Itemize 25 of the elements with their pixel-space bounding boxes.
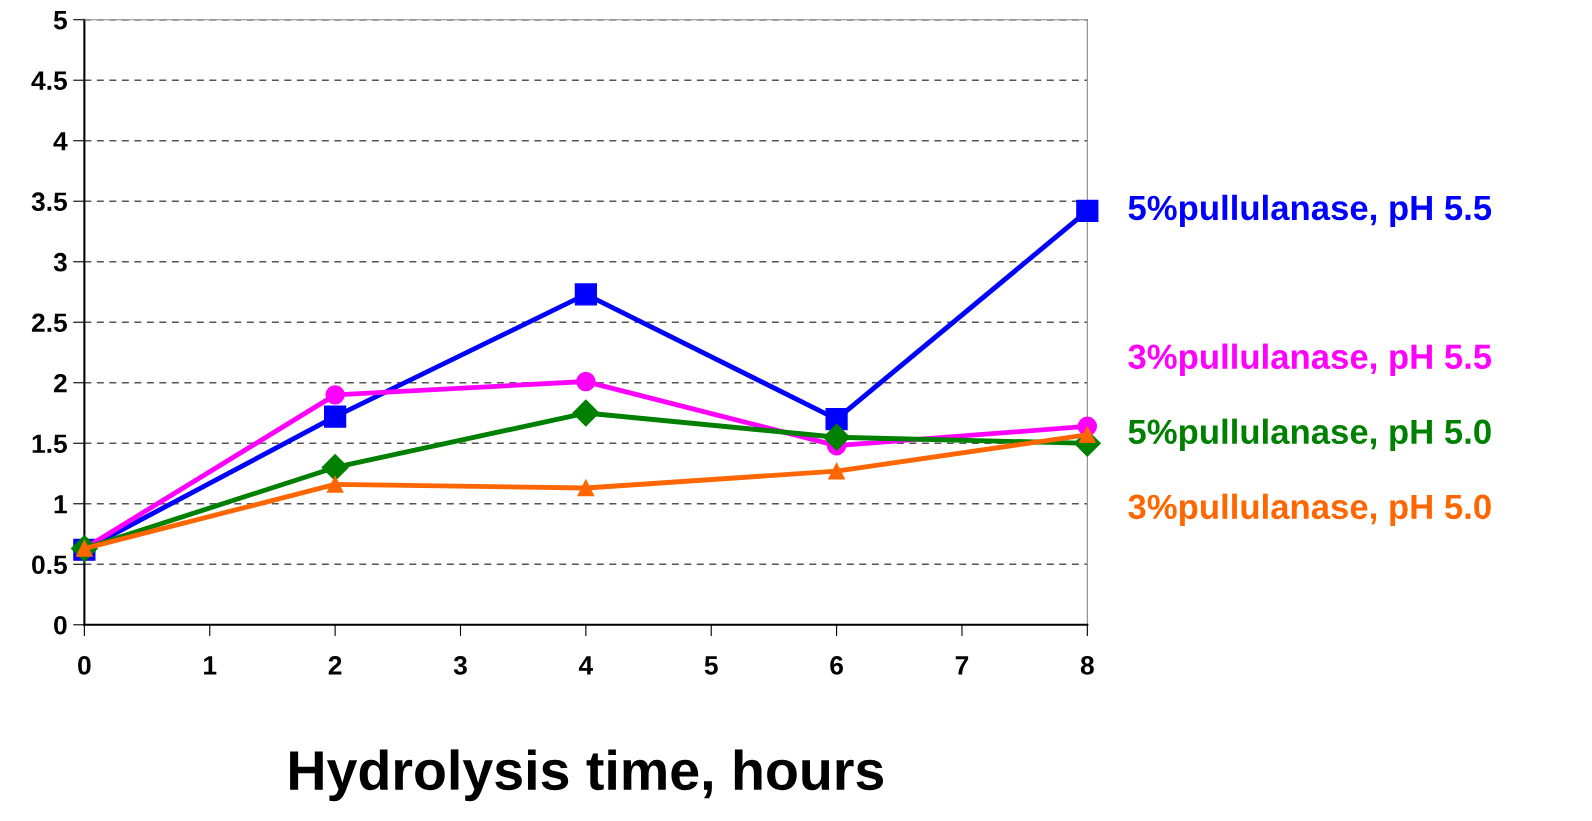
x-tick-label: 6 [830,656,843,675]
x-tick-label: 5 [704,656,718,675]
y-tick-label: 4 [53,132,68,151]
x-tick-label: 2 [328,656,342,675]
y-tick-label: 4.5 [31,71,67,91]
x-tick-label: 0 [78,656,91,675]
y-tick-label: 3.5 [31,192,67,212]
x-axis-title: Hydrolysis time, hours [290,749,884,802]
series-label: 5%pullulanase, pH 5.0 [1128,418,1491,451]
series-label: 3%pullulanase, pH 5.0 [1128,493,1491,526]
y-tick-label: 2 [53,373,67,393]
x-tick-label: 4 [578,656,594,675]
y-tick-label: 2.5 [31,313,67,333]
y-tick-label: 3 [53,252,67,272]
y-tick-label: 0 [54,615,67,635]
y-tick-label: 1 [54,495,67,514]
y-tick-label: 1.5 [32,434,67,454]
series-label: 5%pullulanase, pH 5.5 [1128,194,1492,228]
x-tick-label: 8 [1080,656,1094,675]
x-tick-label: 7 [955,656,969,675]
x-tick-label: 1 [204,656,217,675]
series-label: 3%pullulanase, pH 5.5 [1128,343,1492,376]
x-tick-label: 3 [453,656,467,675]
y-tick-label: 0.5 [32,555,67,575]
y-tick-label: 5 [53,11,67,30]
